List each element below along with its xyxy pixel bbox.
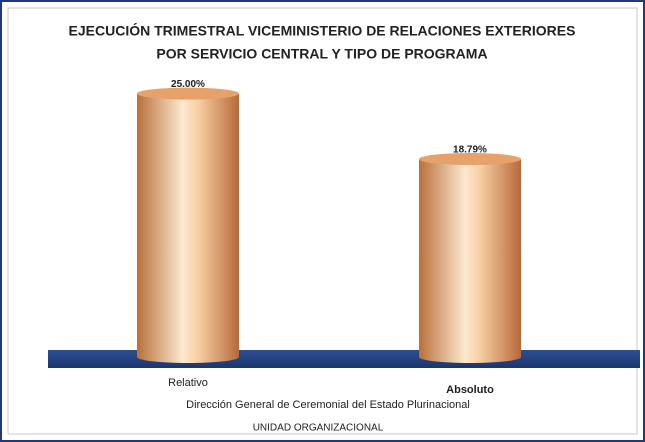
bar-top	[137, 87, 239, 100]
subtitle: Dirección General de Ceremonial del Esta…	[186, 399, 470, 411]
bar	[137, 87, 239, 363]
x-axis-label: UNIDAD ORGANIZACIONAL	[253, 423, 384, 434]
bar-body	[419, 159, 521, 357]
x-tick-label: Relativo	[168, 377, 208, 389]
value-label: 18.79%	[453, 145, 487, 156]
bar-top	[419, 153, 521, 166]
bar-body	[137, 93, 239, 357]
chart-title: EJECUCIÓN TRIMESTRAL VICEMINISTERIO DE R…	[69, 22, 576, 39]
plot-border	[7, 7, 638, 435]
bar	[419, 153, 521, 363]
floor	[48, 350, 640, 368]
value-label: 25.00%	[171, 79, 205, 90]
x-tick-label: Absoluto	[446, 384, 494, 396]
chart-title: POR SERVICIO CENTRAL Y TIPO DE PROGRAMA	[156, 46, 487, 62]
